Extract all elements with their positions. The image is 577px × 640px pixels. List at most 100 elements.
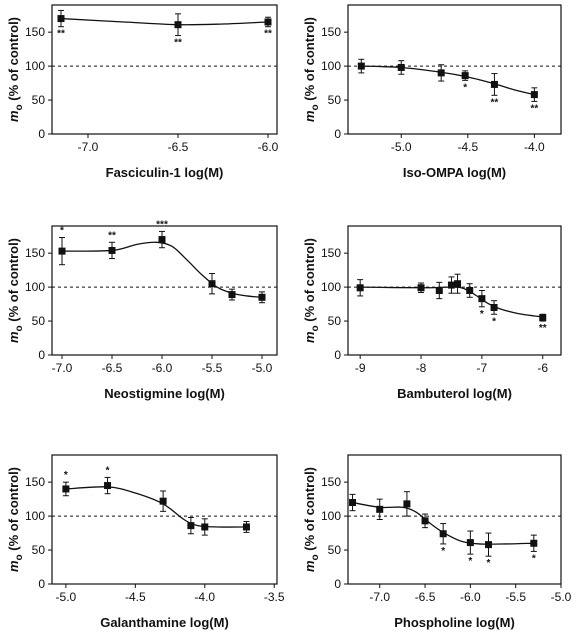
y-tick-label: 0: [334, 127, 341, 141]
plot-frame: [51, 4, 278, 135]
x-axis-title: Fasciculin-1 log(M): [106, 165, 224, 180]
significance-mark: *: [463, 82, 467, 93]
x-tick-label: -7.0: [369, 590, 390, 604]
x-tick-label: -3.5: [264, 590, 285, 604]
y-tick-label: 150: [25, 475, 45, 489]
fit-curve: [60, 17, 269, 26]
significance-mark: *: [60, 226, 64, 237]
panel-p4: 0 50 100 150 -9 -8 -7 -6 Bambuterol log(M) mo (% …: [302, 225, 562, 401]
x-tick-label: -6.0: [258, 140, 279, 154]
y-tick-label: 150: [321, 25, 341, 39]
data-point: [264, 18, 272, 26]
plot-frame: [51, 454, 278, 585]
data-point: [228, 291, 236, 299]
y-tick-label: 100: [25, 59, 45, 73]
y-tick-label: 150: [25, 246, 45, 260]
data-point: [159, 497, 167, 505]
data-point: [539, 314, 547, 322]
x-tick-label: -6.5: [168, 140, 189, 154]
x-tick-label: -5.5: [202, 361, 223, 375]
data-point: [466, 287, 474, 294]
significance-mark: *: [480, 309, 484, 320]
y-tick-label: 0: [38, 577, 45, 591]
x-tick-label: -6.5: [415, 590, 436, 604]
x-tick-label: -7: [477, 361, 488, 375]
x-tick-label: -5.0: [56, 590, 77, 604]
y-axis-title-sub: o: [310, 325, 321, 331]
x-tick-label: -4.5: [125, 590, 146, 604]
plot-frame: [347, 4, 562, 135]
y-axis-title-rest: (% of control): [6, 467, 21, 554]
significance-mark: *: [492, 316, 496, 327]
x-tick-label: -6.0: [460, 590, 481, 604]
panel-p3: 0 50 100 150 -7.0 -6.5 -6.0 -5.5 -5.0 Neostigmine…: [6, 219, 278, 401]
y-tick-label: 100: [321, 59, 341, 73]
data-point: [403, 500, 411, 508]
y-tick-label: 50: [328, 93, 342, 107]
y-axis-title-main: m: [302, 560, 317, 572]
y-axis-title-rest: (% of control): [6, 238, 21, 325]
y-tick-label: 100: [321, 280, 341, 294]
data-point: [478, 295, 486, 303]
plot-frame: [347, 454, 562, 585]
x-tick-label: -4.5: [457, 140, 478, 154]
y-tick-label: 100: [25, 509, 45, 523]
x-tick-label: -7.0: [52, 361, 73, 375]
x-axis-title: Bambuterol log(M): [397, 386, 512, 401]
significance-mark: *: [441, 546, 445, 557]
data-point: [104, 482, 112, 490]
panel-p6: 0 50 100 150 -7.0 -6.5 -6.0 -5.5 -5.0 Phospholine…: [302, 454, 572, 630]
x-tick-label: -6.5: [102, 361, 123, 375]
y-tick-label: 150: [321, 246, 341, 260]
y-axis-title-main: m: [6, 110, 21, 122]
x-axis-title: Neostigmine log(M): [104, 386, 225, 401]
significance-mark: *: [106, 465, 110, 476]
y-axis-title-sub: o: [14, 554, 25, 560]
x-tick-label: -5.0: [252, 361, 273, 375]
y-axis-title: mo (% of control): [302, 238, 321, 343]
data-point: [454, 280, 462, 288]
y-tick-label: 0: [334, 577, 341, 591]
x-axis-title: Galanthamine log(M): [100, 615, 229, 630]
y-tick-label: 100: [321, 509, 341, 523]
data-point: [174, 21, 182, 29]
y-axis-title-main: m: [6, 331, 21, 343]
x-axis-title: Iso-OMPA log(M): [403, 165, 506, 180]
data-point: [466, 539, 474, 547]
x-tick-label: -6: [537, 361, 548, 375]
data-point: [490, 80, 498, 88]
data-point: [376, 505, 384, 513]
data-point: [62, 485, 70, 493]
data-point: [397, 63, 405, 71]
significance-mark: *: [487, 558, 491, 569]
x-tick-label: -4.0: [194, 590, 215, 604]
x-tick-label: -7.0: [78, 140, 99, 154]
y-tick-label: 150: [25, 25, 45, 39]
y-axis-title: mo (% of control): [6, 238, 25, 343]
y-tick-label: 100: [25, 280, 45, 294]
y-axis-title: mo (% of control): [6, 467, 25, 572]
fit-curve: [61, 241, 263, 298]
y-axis-title-main: m: [302, 331, 317, 343]
significance-mark: **: [491, 97, 499, 108]
data-point: [58, 247, 66, 255]
x-tick-label: -5.5: [505, 590, 526, 604]
fit-curve: [360, 286, 543, 318]
data-point: [530, 91, 538, 99]
significance-mark: ***: [156, 219, 168, 230]
data-point: [356, 284, 364, 292]
significance-mark: *: [64, 470, 68, 481]
data-point: [158, 236, 166, 244]
plot-frame: [51, 225, 278, 356]
y-axis-title-rest: (% of control): [302, 17, 317, 104]
x-tick-label: -5.0: [391, 140, 412, 154]
x-tick-label: -8: [416, 361, 427, 375]
data-point: [187, 522, 195, 530]
x-tick-label: -5.0: [551, 590, 572, 604]
data-point: [258, 293, 266, 301]
data-point: [461, 72, 469, 80]
panel-p5: 0 50 100 150 -5.0 -4.5 -4.0 -3.5 Galanthamine lo…: [6, 454, 285, 630]
data-point: [484, 541, 492, 549]
data-point: [349, 499, 357, 507]
